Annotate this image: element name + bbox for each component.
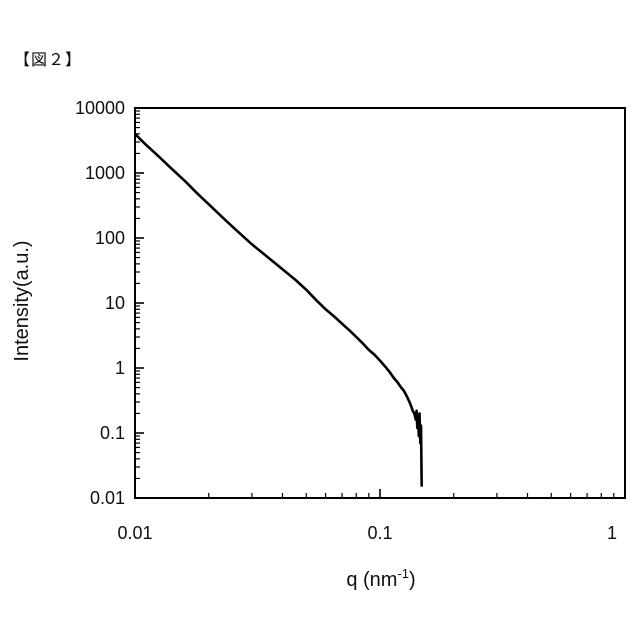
x-tick-label: 0.1 — [367, 523, 392, 543]
y-tick-label: 10 — [105, 293, 125, 313]
major-ticks — [135, 108, 625, 498]
x-axis-title-sup: -1 — [397, 566, 409, 581]
x-tick-label: 1 — [607, 523, 617, 543]
y-axis-title: Intensity(a.u.) — [11, 240, 33, 361]
y-tick-labels: 0.01 0.1 1 10 100 1000 10000 — [75, 98, 125, 508]
x-axis-title-main: q (nm — [346, 569, 397, 591]
y-tick-label: 1 — [115, 358, 125, 378]
x-axis-title-close: ) — [409, 569, 416, 591]
x-tick-labels: 0.01 0.1 1 — [117, 523, 617, 543]
plot-frame — [135, 108, 625, 498]
y-tick-label: 0.1 — [100, 423, 125, 443]
x-axis-title: q (nm-1) — [346, 566, 415, 591]
y-tick-label: 0.01 — [90, 488, 125, 508]
minor-ticks — [135, 111, 614, 498]
plot-frame-group — [135, 108, 625, 498]
series-line — [135, 134, 422, 487]
y-tick-label: 10000 — [75, 98, 125, 118]
series-group — [135, 134, 422, 487]
y-tick-label: 1000 — [85, 163, 125, 183]
x-tick-label: 0.01 — [117, 523, 152, 543]
y-tick-label: 100 — [95, 228, 125, 248]
